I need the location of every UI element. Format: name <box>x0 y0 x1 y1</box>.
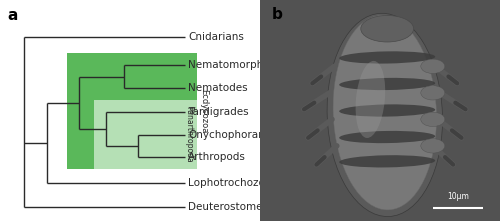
Text: Onychophorans: Onychophorans <box>188 130 270 140</box>
Ellipse shape <box>333 15 436 210</box>
Text: Deuterostomes: Deuterostomes <box>188 202 268 212</box>
Ellipse shape <box>339 131 435 143</box>
Text: Panarthropoda: Panarthropoda <box>184 106 193 163</box>
Ellipse shape <box>327 13 442 217</box>
Ellipse shape <box>421 59 445 73</box>
Text: a: a <box>8 8 18 23</box>
Ellipse shape <box>339 155 435 168</box>
Text: Nematodes: Nematodes <box>188 83 248 93</box>
Text: Tardigrades: Tardigrades <box>188 107 249 117</box>
Ellipse shape <box>421 139 445 153</box>
Ellipse shape <box>339 78 435 90</box>
Bar <box>68 53 197 169</box>
Ellipse shape <box>356 61 385 138</box>
Text: Ecdysozoa: Ecdysozoa <box>199 89 208 133</box>
Text: b: b <box>272 7 283 22</box>
Ellipse shape <box>339 51 435 64</box>
Text: 10μm: 10μm <box>447 192 469 201</box>
Text: Arthropods: Arthropods <box>188 152 246 162</box>
Bar <box>94 100 197 169</box>
Ellipse shape <box>339 104 435 117</box>
Ellipse shape <box>421 112 445 126</box>
Text: Cnidarians: Cnidarians <box>188 32 244 42</box>
Ellipse shape <box>421 86 445 100</box>
Text: Nematomorphs: Nematomorphs <box>188 60 269 70</box>
Ellipse shape <box>361 15 414 42</box>
Text: Lophotrochozoans: Lophotrochozoans <box>188 178 284 188</box>
